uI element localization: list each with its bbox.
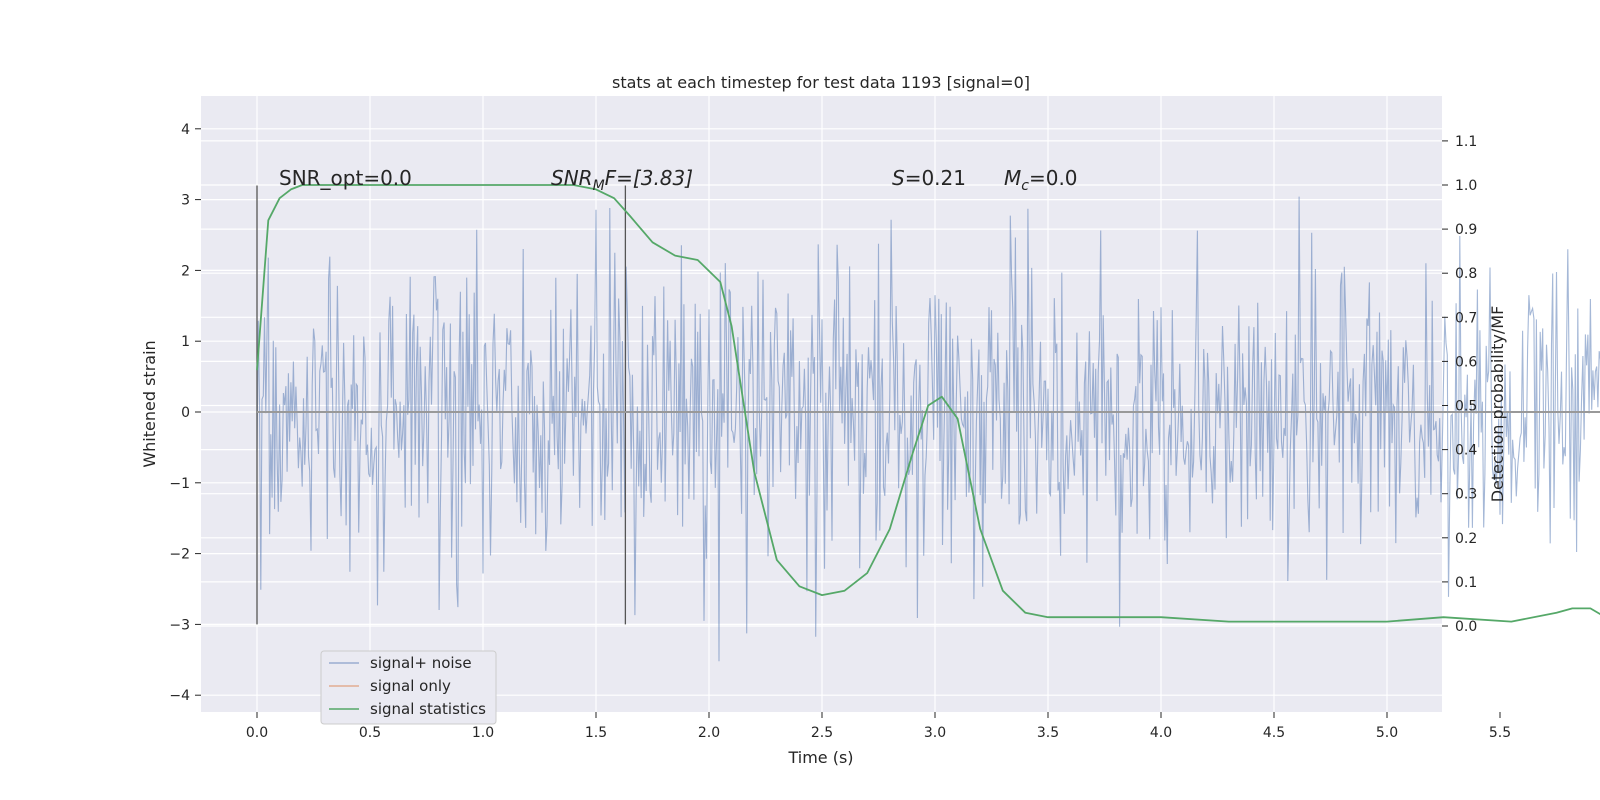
y-left-tick-label: 2 (181, 263, 190, 279)
x-tick-label: 5.0 (1376, 725, 1398, 741)
y-right-tick-label: 1.0 (1455, 178, 1477, 194)
y-right-tick-label: 0.9 (1455, 222, 1477, 238)
vertical-markers (256, 185, 627, 625)
x-tick-label: 0.0 (246, 725, 268, 741)
y-right-tick-label: 0.7 (1455, 310, 1477, 326)
y-left-tick-label: −3 (169, 617, 190, 633)
x-tick-label: 1.0 (472, 725, 494, 741)
y-left-tick-label: 1 (181, 334, 190, 350)
annotation-mc-rest: =0.0 (1029, 166, 1078, 190)
y-right-tick-label: 0.1 (1455, 575, 1477, 591)
annotation-s: S=0.21 (892, 166, 966, 190)
y-left-tick-label: 3 (181, 193, 190, 209)
x-tick-label: 3.0 (924, 725, 946, 741)
annotation-s-var: S (892, 166, 905, 190)
legend-label-signal-statistics: signal statistics (370, 700, 486, 718)
annotation-snr-mf: SNRMF=[3.83] (551, 166, 693, 194)
y-right-tick-label: 0.5 (1455, 399, 1477, 415)
x-tick-label: 0.5 (359, 725, 381, 741)
y-right-tick-label: 0.2 (1455, 531, 1477, 547)
x-axis-label: Time (s) (787, 748, 853, 767)
y-left-tick-label: −4 (169, 688, 190, 704)
y-left-tick-label: −2 (169, 547, 190, 563)
y-left-tick-label: 4 (181, 122, 190, 138)
x-tick-label: 3.5 (1037, 725, 1059, 741)
annotation-snr-mf-sub: M (593, 178, 605, 194)
annotation-s-rest: =0.21 (905, 166, 966, 190)
y-right-tick-label: 0.6 (1455, 354, 1477, 370)
x-axis-ticks: 0.00.51.01.52.02.53.03.54.04.55.05.56.06… (246, 712, 1511, 741)
y-right-tick-label: 0.8 (1455, 266, 1477, 282)
chart-title: stats at each timestep for test data 119… (612, 73, 1030, 92)
x-tick-label: 2.0 (698, 725, 720, 741)
annotation-snr-opt: SNR_opt=0.0 (279, 166, 412, 190)
annotation-mc-sub: c (1021, 178, 1029, 194)
x-tick-label: 4.0 (1150, 725, 1172, 741)
y-right-tick-label: 1.1 (1455, 134, 1477, 150)
y-left-tick-label: −1 (169, 476, 190, 492)
annotation-mc: Mc=0.0 (1004, 166, 1078, 194)
annotation-mc-var: M (1004, 166, 1021, 190)
y-right-tick-label: 0.4 (1455, 443, 1477, 459)
legend: signal+ noise signal only signal statist… (320, 650, 497, 725)
legend-label-signal-only: signal only (370, 677, 451, 695)
y-axis-left-ticks: 4 3 2 1 0 −1 −2 −3 −4 (169, 122, 201, 704)
signal-statistics-series (256, 184, 1600, 623)
annotation-snr-mf-rest: F=[3.83] (605, 166, 693, 190)
signal-statistics-line (256, 184, 1600, 623)
legend-label-signal-noise: signal+ noise (370, 654, 472, 672)
y-right-tick-label: 0.0 (1455, 619, 1477, 635)
y-axis-label-left: Whitened strain (140, 340, 159, 467)
x-tick-label: 2.5 (811, 725, 833, 741)
legend-box (320, 650, 497, 725)
y-axis-right-ticks: 1.1 1.0 0.9 0.8 0.7 0.6 0.5 0.4 0.3 0.2 0.1 0.0 (1442, 134, 1477, 635)
y-right-tick-label: 0.3 (1455, 487, 1477, 503)
x-tick-label: 5.5 (1489, 725, 1511, 741)
y-left-tick-label: 0 (181, 405, 190, 421)
y-axis-label-right: Detection probability/MF (1488, 306, 1507, 503)
x-tick-label: 1.5 (585, 725, 607, 741)
annotation-snr-mf-main: SNR (551, 166, 593, 190)
x-tick-label: 4.5 (1263, 725, 1285, 741)
